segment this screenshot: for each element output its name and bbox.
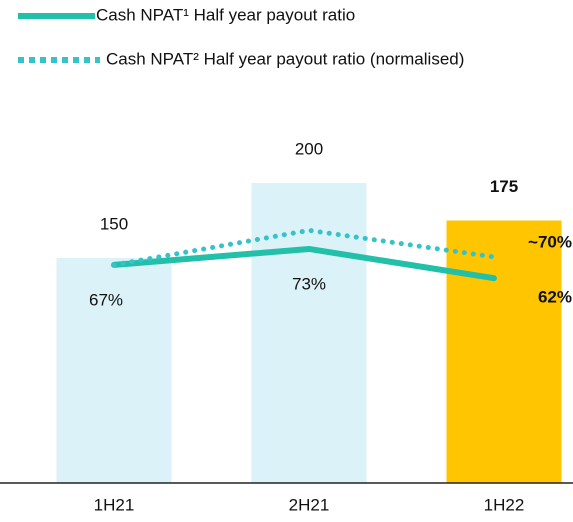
bar-value-label: 200 — [295, 139, 323, 158]
line-series — [111, 245, 497, 282]
bar-value-label: 175 — [490, 177, 518, 196]
bar — [56, 258, 172, 483]
x-tick-label: 1H21 — [94, 495, 135, 514]
legend-label: Cash NPAT¹ Half year payout ratio — [96, 5, 355, 24]
legend-label: Cash NPAT² Half year payout ratio (norma… — [106, 49, 464, 68]
line-value-label: 73% — [292, 274, 326, 293]
x-tick-label: 2H21 — [289, 495, 330, 514]
bar-value-label: 150 — [100, 214, 128, 233]
bar — [251, 183, 367, 483]
line-value-label: ~70% — [528, 232, 572, 251]
line-series — [111, 227, 497, 268]
line-value-label: 62% — [538, 288, 572, 307]
x-tick-label: 1H22 — [484, 495, 525, 514]
bar — [446, 220, 562, 483]
line-value-label: 67% — [89, 290, 123, 309]
